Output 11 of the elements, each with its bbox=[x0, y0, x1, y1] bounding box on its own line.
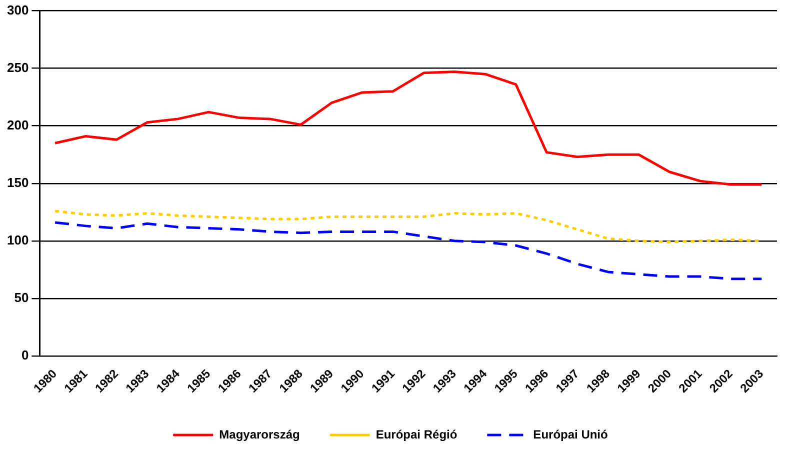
y-tick-label: 200 bbox=[6, 117, 29, 132]
legend-label: Magyarország bbox=[219, 427, 300, 442]
y-tick-label: 0 bbox=[21, 348, 29, 363]
legend-label: Európai Régió bbox=[376, 427, 458, 442]
legend-label: Európai Unió bbox=[533, 427, 608, 442]
y-tick-label: 300 bbox=[6, 2, 29, 18]
line-series bbox=[54, 221, 763, 280]
y-tick-label: 50 bbox=[14, 290, 29, 305]
y-tick-label: 150 bbox=[6, 174, 29, 190]
y-tick-label: 100 bbox=[6, 232, 29, 248]
y-tick-label: 250 bbox=[6, 60, 29, 75]
